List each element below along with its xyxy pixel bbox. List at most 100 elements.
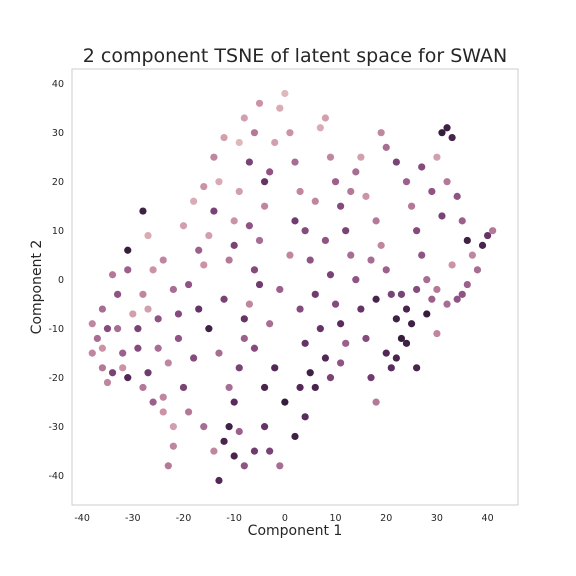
scatter-point xyxy=(478,241,487,249)
scatter-point xyxy=(255,236,264,245)
scatter-point xyxy=(124,266,132,274)
scatter-point xyxy=(331,178,340,186)
scatter-point xyxy=(291,158,299,166)
scatter-point xyxy=(428,187,436,196)
scatter-point xyxy=(337,202,345,210)
scatter-point xyxy=(215,178,223,186)
scatter-point xyxy=(240,462,248,470)
y-tick-label: -20 xyxy=(48,373,64,384)
scatter-point xyxy=(134,325,142,333)
scatter-point xyxy=(139,207,147,215)
scatter-point xyxy=(174,334,183,343)
scatter-point xyxy=(240,334,248,343)
scatter-point xyxy=(245,222,253,230)
scatter-point xyxy=(149,266,157,274)
scatter-point xyxy=(139,290,147,298)
y-tick-label: -30 xyxy=(48,422,64,433)
scatter-point xyxy=(144,231,152,240)
scatter-point xyxy=(220,133,228,142)
scatter-point xyxy=(407,202,416,210)
scatter-point xyxy=(250,447,259,455)
scatter-point xyxy=(367,256,375,264)
scatter-point xyxy=(114,290,122,298)
scatter-point xyxy=(210,153,218,161)
scatter-point xyxy=(164,462,172,470)
scatter-point xyxy=(438,212,446,220)
scatter-point xyxy=(276,104,284,112)
scatter-point xyxy=(418,163,426,171)
scatter-point xyxy=(321,236,330,245)
scatter-point xyxy=(413,285,421,294)
scatter-point xyxy=(463,280,471,289)
scatter-point xyxy=(169,423,177,431)
scatter-point xyxy=(301,413,309,421)
scatter-point xyxy=(387,364,395,372)
scatter-point xyxy=(413,364,421,372)
scatter-point xyxy=(347,251,355,259)
scatter-point xyxy=(266,447,274,455)
scatter-point xyxy=(286,129,294,137)
scatter-point xyxy=(255,280,264,289)
scatter-point xyxy=(433,285,441,294)
scatter-point xyxy=(392,354,400,362)
scatter-point xyxy=(195,246,203,254)
scatter-point xyxy=(306,369,314,377)
scatter-point xyxy=(154,344,162,352)
scatter-point xyxy=(103,325,112,333)
scatter-point xyxy=(119,364,127,372)
scatter-point xyxy=(286,251,294,259)
scatter-point xyxy=(316,124,324,132)
scatter-point xyxy=(276,285,284,294)
scatter-point xyxy=(443,124,451,132)
scatter-point xyxy=(321,114,330,122)
y-tick-label: 0 xyxy=(58,275,64,286)
scatter-point xyxy=(255,99,264,107)
scatter-point xyxy=(98,305,107,313)
scatter-point xyxy=(428,295,436,303)
scatter-point xyxy=(326,153,335,161)
scatter-point xyxy=(321,354,330,362)
scatter-point xyxy=(326,271,335,279)
scatter-point xyxy=(98,364,107,372)
scatter-point xyxy=(291,432,299,441)
scatter-point xyxy=(190,354,198,362)
scatter-point xyxy=(220,437,228,445)
scatter-point xyxy=(326,374,335,382)
scatter-point xyxy=(220,295,228,303)
scatter-point xyxy=(453,295,461,303)
scatter-point xyxy=(190,197,198,205)
scatter-point xyxy=(225,256,233,264)
scatter-point xyxy=(402,178,411,186)
x-tick-label: 20 xyxy=(380,513,392,524)
scatter-point xyxy=(291,217,299,225)
scatter-point xyxy=(205,325,213,333)
scatter-point xyxy=(179,222,188,230)
scatter-point xyxy=(88,320,96,328)
scatter-point xyxy=(144,369,152,377)
scatter-point xyxy=(418,251,426,259)
scatter-point xyxy=(129,310,137,318)
scatter-point xyxy=(184,280,193,289)
scatter-point xyxy=(342,339,350,347)
scatter-point xyxy=(200,423,208,431)
y-tick-label: -10 xyxy=(48,324,64,335)
scatter-point xyxy=(372,398,380,406)
scatter-point xyxy=(357,305,365,313)
scatter-point xyxy=(108,369,117,377)
scatter-point xyxy=(200,261,208,269)
scatter-point xyxy=(266,320,274,328)
scatter-point xyxy=(296,305,304,313)
scatter-point xyxy=(200,182,208,191)
scatter-point xyxy=(423,276,431,284)
scatter-point xyxy=(124,374,132,382)
scatter-point xyxy=(443,178,451,186)
x-tick-label: 10 xyxy=(329,513,341,524)
scatter-point xyxy=(240,114,248,122)
x-axis-label: Component 1 xyxy=(248,523,343,539)
scatter-point xyxy=(433,329,441,338)
scatter-point xyxy=(316,325,324,333)
scatter-point xyxy=(407,320,416,328)
scatter-point xyxy=(271,364,279,372)
scatter-point xyxy=(423,310,431,318)
